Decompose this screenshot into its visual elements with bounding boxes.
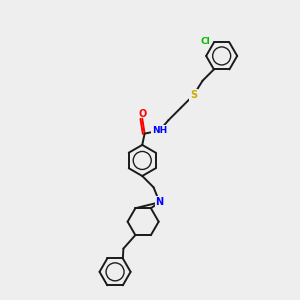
Text: Cl: Cl bbox=[201, 38, 210, 46]
Text: O: O bbox=[138, 110, 146, 119]
Text: N: N bbox=[155, 197, 164, 207]
Text: S: S bbox=[190, 90, 197, 100]
Text: NH: NH bbox=[152, 126, 167, 135]
